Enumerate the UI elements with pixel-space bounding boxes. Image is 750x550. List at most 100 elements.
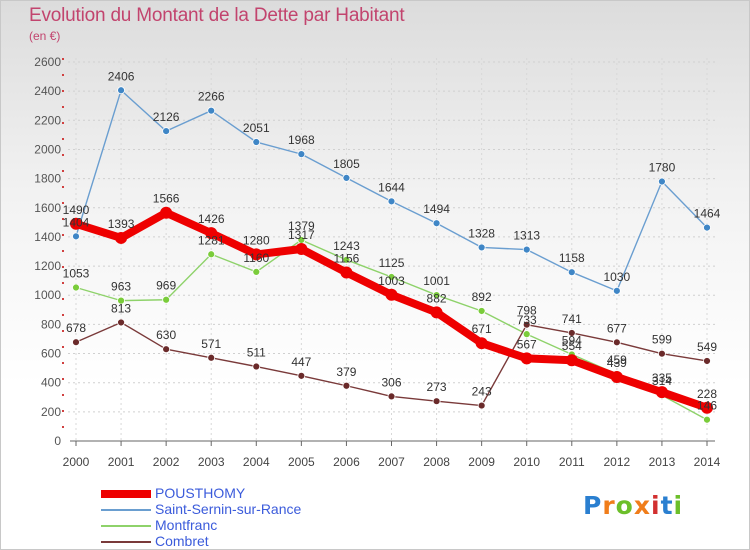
data-label: 882 — [427, 291, 447, 305]
y-tick-label: 800 — [41, 317, 61, 331]
data-point — [701, 401, 713, 414]
data-point — [475, 337, 488, 350]
data-label: 1280 — [243, 233, 270, 247]
y-tick-label: 400 — [41, 376, 61, 390]
data-point — [522, 320, 531, 329]
data-point — [117, 86, 125, 95]
data-label: 1426 — [198, 212, 225, 226]
data-point — [72, 338, 80, 347]
data-label: 1156 — [334, 251, 360, 265]
data-label: 813 — [111, 301, 131, 315]
y-tick-label: 0 — [54, 434, 61, 448]
x-tick-label: 2010 — [513, 455, 540, 469]
data-point — [250, 248, 263, 261]
legend-swatch — [101, 490, 151, 498]
data-point — [387, 197, 396, 206]
data-point — [612, 286, 621, 295]
legend-swatch — [101, 525, 151, 527]
data-label: 671 — [472, 322, 492, 336]
legend-label: Combret — [155, 533, 209, 549]
data-point — [295, 243, 308, 256]
y-tick-label: 600 — [41, 347, 61, 361]
data-label: 1379 — [288, 219, 315, 233]
data-label: 678 — [66, 321, 86, 335]
data-point — [162, 345, 171, 354]
legend-swatch — [101, 541, 151, 543]
data-point — [522, 245, 531, 254]
logo-letter: P — [583, 491, 603, 520]
data-label: 1001 — [423, 274, 450, 288]
data-point — [72, 283, 80, 292]
data-label: 1780 — [649, 161, 676, 175]
data-point — [252, 268, 261, 276]
y-tick-label: 1800 — [34, 172, 61, 186]
data-label: 2266 — [198, 90, 225, 104]
data-label: 1030 — [604, 270, 631, 284]
data-label: 1281 — [198, 233, 225, 247]
x-tick-label: 2007 — [378, 455, 405, 469]
data-label: 1158 — [559, 251, 585, 265]
data-point — [432, 291, 441, 299]
data-point — [432, 397, 441, 406]
x-tick-label: 2000 — [63, 455, 90, 469]
data-label: 571 — [201, 337, 221, 351]
data-label: 1805 — [333, 157, 360, 171]
data-point — [207, 106, 216, 115]
data-point — [658, 177, 666, 186]
data-point — [342, 173, 351, 182]
legend-swatch — [101, 509, 151, 511]
data-label: 963 — [111, 280, 131, 294]
data-point — [297, 150, 306, 159]
data-point — [477, 243, 486, 252]
data-label: 273 — [427, 380, 447, 394]
data-point — [477, 307, 486, 315]
data-label: 314 — [652, 374, 672, 388]
data-point — [70, 217, 82, 230]
data-label: 1968 — [288, 133, 315, 147]
x-tick-label: 2008 — [423, 455, 450, 469]
data-point — [115, 231, 128, 244]
data-label: 1464 — [694, 207, 721, 221]
chart-title: Evolution du Montant de la Dette par Hab… — [29, 5, 405, 26]
x-tick-label: 2002 — [153, 455, 180, 469]
data-point — [207, 250, 216, 259]
x-tick-label: 2003 — [198, 455, 225, 469]
y-tick-label: 2600 — [34, 55, 61, 69]
logo-letter: i — [651, 491, 661, 520]
data-point — [655, 386, 668, 399]
data-point — [160, 206, 173, 219]
data-label: 1317 — [288, 228, 315, 242]
data-point — [385, 288, 398, 301]
data-label: 243 — [472, 385, 492, 399]
data-point — [387, 392, 396, 401]
data-label: 1053 — [63, 267, 90, 281]
data-point — [477, 401, 486, 410]
y-tick-label: 1000 — [34, 288, 61, 302]
data-label: 1243 — [333, 239, 360, 253]
logo-letter: r — [602, 491, 616, 520]
data-label: 733 — [517, 313, 537, 327]
data-point — [162, 295, 171, 304]
data-point — [252, 362, 261, 371]
x-tick-label: 2006 — [333, 455, 360, 469]
data-label: 630 — [156, 328, 176, 342]
data-label: 1313 — [513, 229, 540, 243]
data-point — [567, 268, 576, 277]
proxiti-logo: Proxiti — [583, 491, 683, 520]
data-point — [522, 330, 531, 339]
logo-letter: o — [615, 491, 634, 520]
y-tick-label: 1200 — [34, 259, 61, 273]
data-label: 554 — [562, 339, 582, 353]
x-tick-label: 2014 — [694, 455, 721, 469]
x-tick-label: 2011 — [559, 455, 585, 469]
legend-label: Montfranc — [155, 517, 218, 533]
data-label: 511 — [247, 346, 266, 360]
data-point — [162, 127, 171, 135]
data-label: 447 — [291, 355, 311, 369]
y-tick-label: 200 — [41, 405, 61, 419]
data-point — [387, 273, 396, 281]
data-point — [342, 381, 351, 390]
y-tick-label: 1400 — [34, 230, 61, 244]
data-label: 439 — [607, 356, 627, 370]
